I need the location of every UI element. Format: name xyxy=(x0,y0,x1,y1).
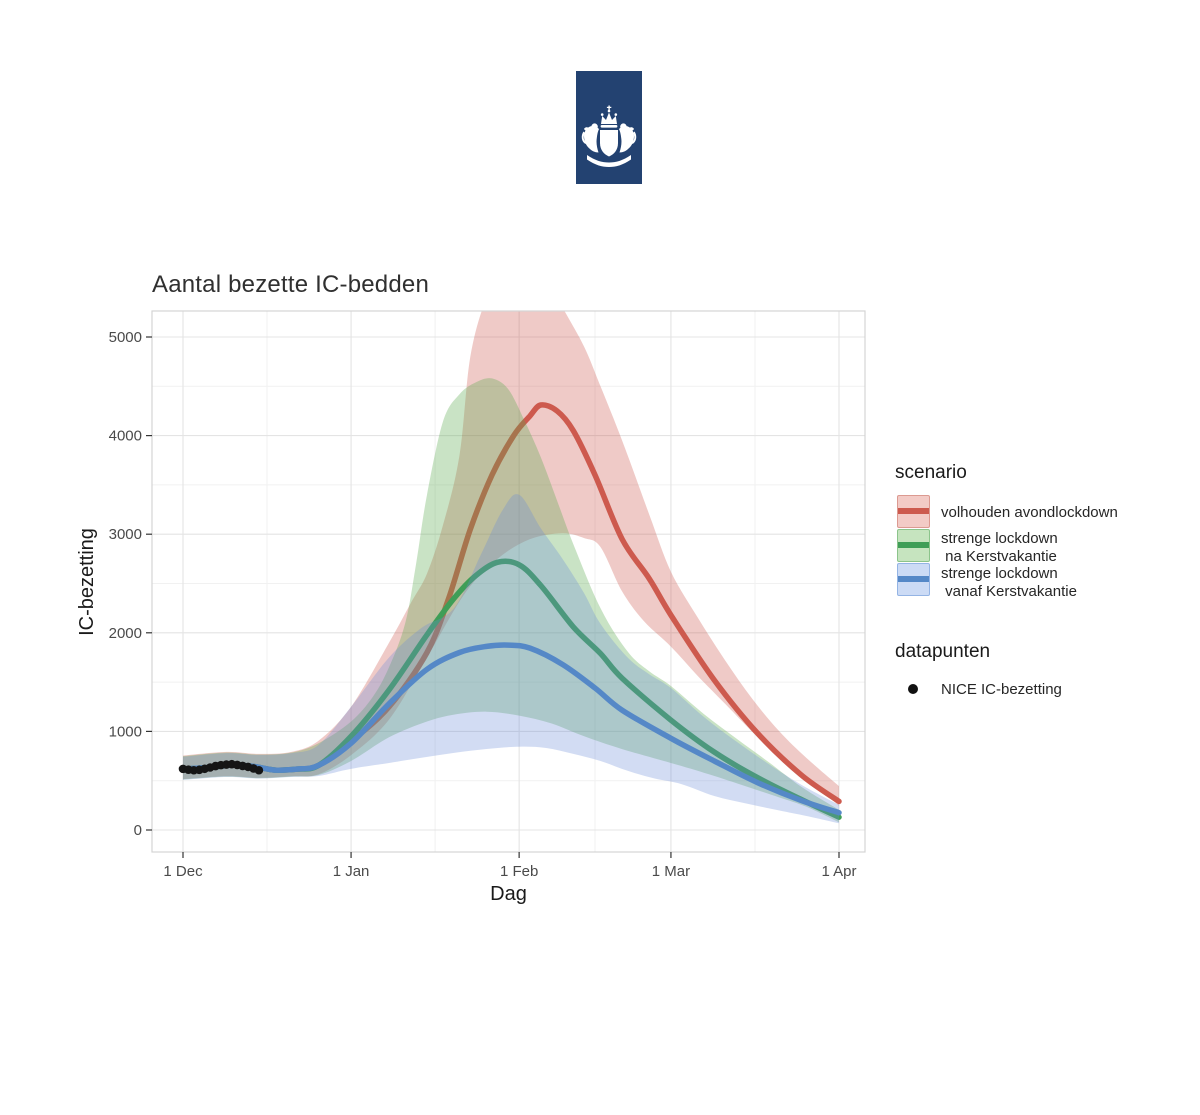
x-axis-title: Dag xyxy=(490,883,527,905)
legend-scenario-title: scenario xyxy=(895,462,967,483)
x-tick-label: 1 Jan xyxy=(333,863,370,880)
y-tick-label: 4000 xyxy=(109,428,142,445)
y-tick-label: 0 xyxy=(134,822,142,839)
chart-title: Aantal bezette IC-bedden xyxy=(152,271,429,298)
legend-label: volhouden avondlockdown xyxy=(941,504,1118,521)
y-tick-label: 1000 xyxy=(109,723,142,740)
legend-label: strenge lockdown xyxy=(941,565,1058,582)
rijksoverheid-logo xyxy=(576,71,642,184)
legend-datapunten-title: datapunten xyxy=(895,641,991,662)
legend-key-line-icon xyxy=(898,508,929,514)
legend-label: na Kerstvakantie xyxy=(941,548,1057,565)
legend-key-strenge-lockdown-na xyxy=(897,529,930,562)
legend-key-line-icon xyxy=(898,576,929,582)
x-tick-label: 1 Feb xyxy=(500,863,538,880)
legend-label-nice: NICE IC-bezetting xyxy=(941,681,1062,698)
legend-key-line-icon xyxy=(898,542,929,548)
plot-area: 1 Dec 1 Jan 1 Feb 1 Mar 1 Apr 0 1000 2000 3000 40… xyxy=(109,310,866,880)
x-tick-label: 1 Mar xyxy=(652,863,690,880)
legend-point-marker-icon xyxy=(908,684,918,694)
legend-label: strenge lockdown xyxy=(941,530,1058,547)
x-tick-label: 1 Dec xyxy=(163,863,203,880)
x-tick-label: 1 Apr xyxy=(821,863,856,880)
y-tick-label: 5000 xyxy=(109,329,142,346)
y-tick-label: 3000 xyxy=(109,526,142,543)
legend-key-strenge-lockdown-vanaf xyxy=(897,563,930,596)
y-tick-label: 2000 xyxy=(109,625,142,642)
legend: scenario volhouden avondlockdown strenge… xyxy=(895,462,1195,712)
rijksoverheid-emblem-icon xyxy=(576,71,642,184)
legend-label: vanaf Kerstvakantie xyxy=(941,583,1077,600)
legend-key-volhouden-avondlockdown xyxy=(897,495,930,528)
